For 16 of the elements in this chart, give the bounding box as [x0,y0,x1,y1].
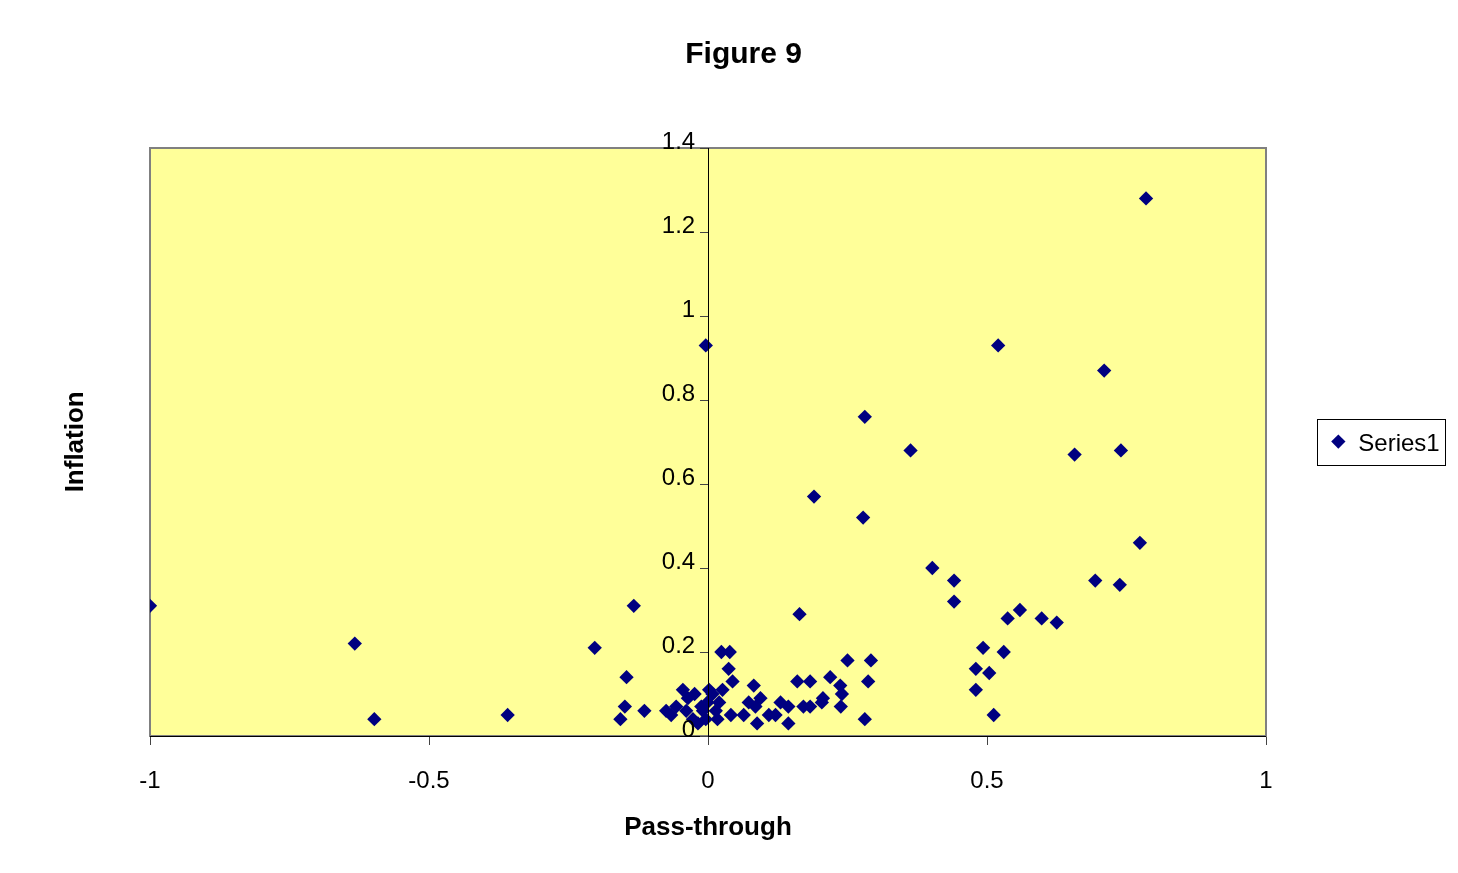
x-tick-label: 0 [701,765,715,793]
y-tick-label: 0.2 [661,631,696,659]
x-tick-label: 1 [1259,765,1273,793]
x-tick-label: 0.5 [970,765,1004,793]
y-tick-label: 0.4 [661,547,696,575]
x-tick-label: -0.5 [408,765,450,793]
chart-title: Figure 9 [685,35,802,69]
y-tick-label: 0.6 [661,463,696,491]
y-tick-label: 1.4 [661,127,696,155]
x-axis-title: Pass-through [624,811,792,842]
y-tick-label: 0.8 [661,379,696,407]
legend-label: Series1 [1358,428,1440,456]
y-tick-label: 1.2 [661,211,696,239]
y-tick-label: 1 [681,295,696,323]
x-tick-label: -1 [139,765,161,793]
y-axis-title: Inflation [59,391,90,493]
